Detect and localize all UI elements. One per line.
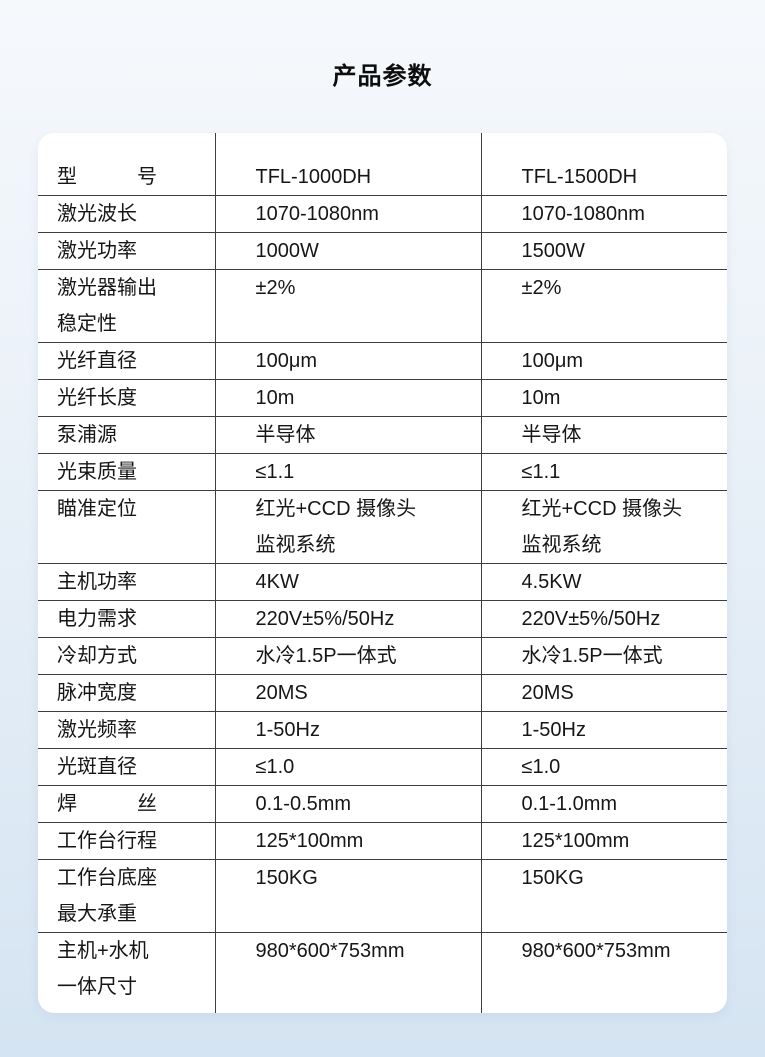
param-value-tfl-1500dh: 水冷1.5P一体式 (480, 637, 727, 675)
param-value-tfl-1500dh: 20MS (480, 674, 727, 712)
param-label: 主机+水机 一体尺寸 (38, 932, 216, 1013)
param-value-tfl-1000dh: 100μm (214, 342, 482, 380)
param-label: 激光频率 (38, 711, 216, 749)
spec-row: 主机功率 4KW 4.5KW (38, 563, 727, 601)
param-label: 光纤直径 (38, 342, 216, 380)
spec-row: 光纤直径 100μm 100μm (38, 342, 727, 380)
param-label: 工作台底座 最大承重 (38, 859, 216, 933)
spec-row: 焊 丝 0.1-0.5mm 0.1-1.0mm (38, 785, 727, 823)
param-label: 光纤长度 (38, 379, 216, 417)
model-name-tfl-1500dh: TFL-1500DH (480, 133, 727, 196)
param-label: 冷却方式 (38, 637, 216, 675)
param-value-tfl-1500dh: 4.5KW (480, 563, 727, 601)
param-value-tfl-1500dh: 150KG (480, 859, 727, 933)
spec-header-row: 型 号 TFL-1000DH TFL-1500DH (38, 133, 727, 196)
param-value-tfl-1500dh: 红光+CCD 摄像头 监视系统 (480, 490, 727, 564)
param-value-tfl-1000dh: 红光+CCD 摄像头 监视系统 (214, 490, 482, 564)
param-value-tfl-1500dh: 1070-1080nm (480, 195, 727, 233)
param-value-tfl-1500dh: ≤1.0 (480, 748, 727, 786)
param-label: 焊 丝 (38, 785, 216, 823)
param-value-tfl-1000dh: 1-50Hz (214, 711, 482, 749)
spec-row: 激光波长 1070-1080nm 1070-1080nm (38, 195, 727, 233)
param-label: 泵浦源 (38, 416, 216, 454)
spec-row: 工作台行程 125*100mm 125*100mm (38, 822, 727, 860)
param-value-tfl-1000dh: 0.1-0.5mm (214, 785, 482, 823)
param-value-tfl-1000dh: 20MS (214, 674, 482, 712)
param-value-tfl-1000dh: 1070-1080nm (214, 195, 482, 233)
param-value-tfl-1500dh: ±2% (480, 269, 727, 343)
param-label: 激光波长 (38, 195, 216, 233)
spec-row: 工作台底座 最大承重 150KG 150KG (38, 859, 727, 933)
param-label: 光束质量 (38, 453, 216, 491)
spec-row: 激光功率 1000W 1500W (38, 232, 727, 270)
page-title: 产品参数 (332, 63, 433, 90)
spec-row: 光斑直径 ≤1.0 ≤1.0 (38, 748, 727, 786)
spec-row: 激光器输出 稳定性 ±2% ±2% (38, 269, 727, 343)
param-value-tfl-1000dh: 4KW (214, 563, 482, 601)
spec-table-body: 型 号 TFL-1000DH TFL-1500DH 激光波长 1070-1080nm 10… (38, 133, 727, 1013)
spec-row: 脉冲宽度 20MS 20MS (38, 674, 727, 712)
spec-row: 主机+水机 一体尺寸 980*600*753mm 980*600*753mm (38, 932, 727, 1013)
param-value-tfl-1000dh: 220V±5%/50Hz (214, 600, 482, 638)
spec-row: 冷却方式 水冷1.5P一体式 水冷1.5P一体式 (38, 637, 727, 675)
param-label: 工作台行程 (38, 822, 216, 860)
param-value-tfl-1000dh: 1000W (214, 232, 482, 270)
spec-row: 电力需求 220V±5%/50Hz 220V±5%/50Hz (38, 600, 727, 638)
param-value-tfl-1000dh: 150KG (214, 859, 482, 933)
param-value-tfl-1500dh: 10m (480, 379, 727, 417)
param-label: 激光功率 (38, 232, 216, 270)
spec-table-card: 型 号 TFL-1000DH TFL-1500DH 激光波长 1070-1080nm 10… (38, 133, 727, 1013)
param-value-tfl-1000dh: ≤1.1 (214, 453, 482, 491)
param-value-tfl-1000dh: 水冷1.5P一体式 (214, 637, 482, 675)
param-label: 脉冲宽度 (38, 674, 216, 712)
param-value-tfl-1500dh: 1-50Hz (480, 711, 727, 749)
param-value-tfl-1500dh: 半导体 (480, 416, 727, 454)
param-value-tfl-1500dh: 1500W (480, 232, 727, 270)
param-value-tfl-1000dh: ≤1.0 (214, 748, 482, 786)
spec-table: 型 号 TFL-1000DH TFL-1500DH 激光波长 1070-1080nm 10… (38, 133, 727, 1013)
param-value-tfl-1000dh: ±2% (214, 269, 482, 343)
spec-row: 瞄准定位 红光+CCD 摄像头 监视系统 红光+CCD 摄像头 监视系统 (38, 490, 727, 564)
param-label: 激光器输出 稳定性 (38, 269, 216, 343)
model-name-tfl-1000dh: TFL-1000DH (214, 133, 482, 196)
spec-row: 泵浦源 半导体 半导体 (38, 416, 727, 454)
param-value-tfl-1000dh: 10m (214, 379, 482, 417)
param-value-tfl-1500dh: 980*600*753mm (480, 932, 727, 1013)
param-label: 主机功率 (38, 563, 216, 601)
spec-row: 激光频率 1-50Hz 1-50Hz (38, 711, 727, 749)
param-value-tfl-1500dh: 220V±5%/50Hz (480, 600, 727, 638)
param-value-tfl-1000dh: 半导体 (214, 416, 482, 454)
model-header-label: 型 号 (38, 133, 216, 196)
param-label: 瞄准定位 (38, 490, 216, 564)
param-value-tfl-1500dh: ≤1.1 (480, 453, 727, 491)
param-value-tfl-1000dh: 125*100mm (214, 822, 482, 860)
param-value-tfl-1500dh: 125*100mm (480, 822, 727, 860)
param-label: 电力需求 (38, 600, 216, 638)
param-value-tfl-1500dh: 0.1-1.0mm (480, 785, 727, 823)
spec-row: 光纤长度 10m 10m (38, 379, 727, 417)
spec-row: 光束质量 ≤1.1 ≤1.1 (38, 453, 727, 491)
param-label: 光斑直径 (38, 748, 216, 786)
param-value-tfl-1500dh: 100μm (480, 342, 727, 380)
param-value-tfl-1000dh: 980*600*753mm (214, 932, 482, 1013)
